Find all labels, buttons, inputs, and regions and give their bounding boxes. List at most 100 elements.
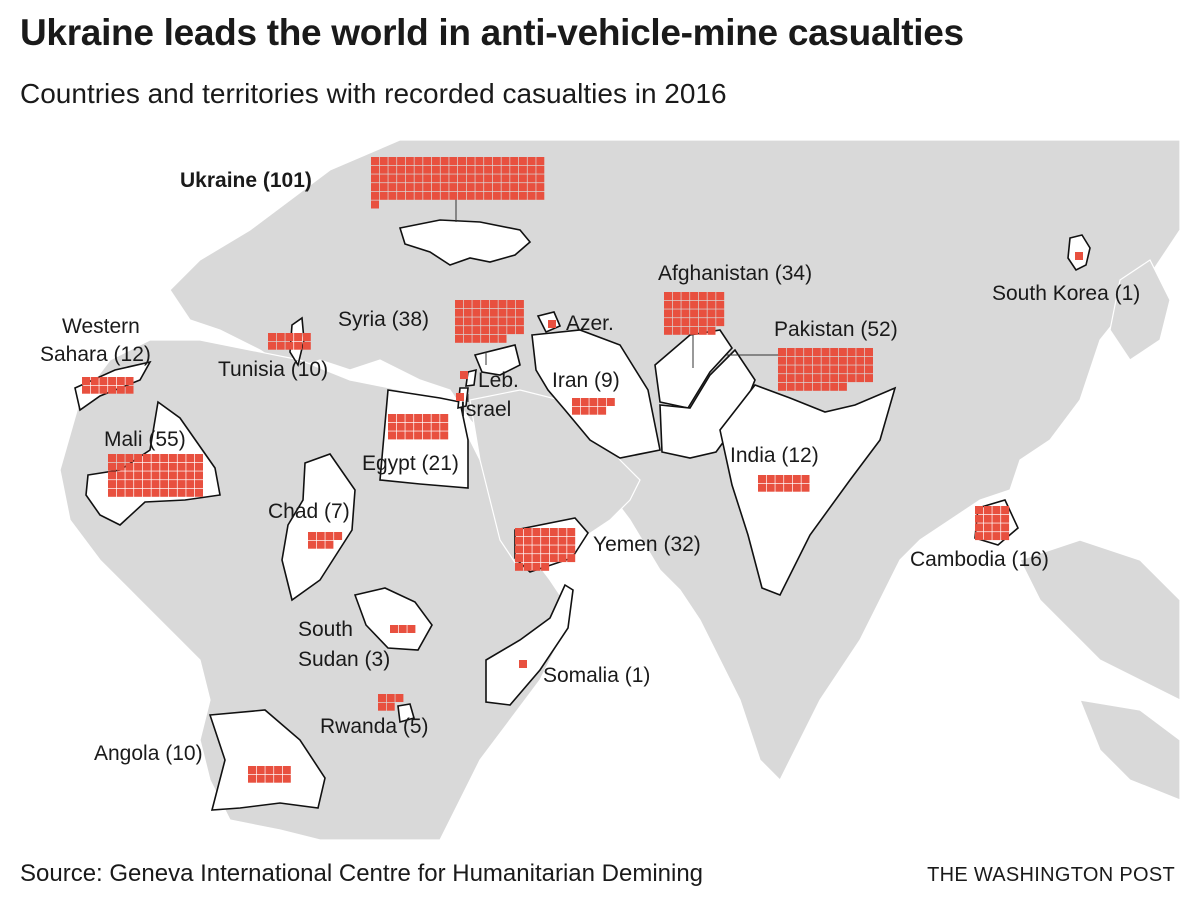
- casualty-square-ukraine: [414, 157, 423, 165]
- casualty-square-syria: [463, 300, 472, 308]
- casualty-square-ukraine: [501, 174, 510, 183]
- label-ukraine: Ukraine (101): [180, 169, 312, 192]
- casualty-square-israel: [456, 393, 464, 401]
- casualty-square-afghanistan: [681, 292, 690, 300]
- casualty-square-yemen: [567, 528, 576, 536]
- casualty-square-syria: [507, 308, 516, 317]
- casualty-square-cambodia: [975, 506, 983, 514]
- casualty-square-pakistan: [786, 348, 795, 356]
- casualty-square-ukraine: [423, 183, 432, 192]
- casualty-square-ukraine: [414, 183, 423, 192]
- casualty-square-azer: [548, 320, 556, 328]
- casualty-square-pakistan: [856, 374, 865, 383]
- casualty-square-cambodia: [1001, 506, 1010, 514]
- casualty-square-yemen: [558, 545, 567, 554]
- label-western-sahara-line1: Western: [62, 315, 140, 338]
- casualty-square-ukraine: [431, 191, 440, 200]
- casualty-square-yemen: [523, 554, 532, 563]
- casualty-square-tunisia: [268, 341, 276, 350]
- casualty-square-angola: [274, 766, 283, 774]
- label-lebanon: Leb.: [478, 369, 519, 392]
- casualty-square-mali: [116, 454, 125, 462]
- casualty-square-chad: [308, 532, 316, 540]
- casualty-square-mali: [151, 471, 160, 480]
- casualty-square-mali: [134, 488, 143, 497]
- casualty-square-ukraine: [440, 191, 449, 200]
- casualty-square-syria: [507, 300, 516, 308]
- publisher-credit: THE WASHINGTON POST: [927, 864, 1175, 886]
- casualty-square-mali: [142, 471, 151, 480]
- casualty-square-ukraine: [536, 174, 545, 183]
- casualty-square-yemen: [541, 545, 550, 554]
- casualty-square-egypt: [431, 431, 440, 440]
- casualty-square-ukraine: [397, 191, 406, 200]
- casualty-square-western-sahara: [99, 385, 108, 394]
- casualty-square-angola: [248, 766, 256, 774]
- casualty-square-ukraine: [449, 183, 458, 192]
- casualty-square-mali: [195, 471, 203, 480]
- casualty-square-pakistan: [821, 356, 830, 365]
- casualty-square-ukraine: [371, 165, 379, 174]
- casualty-square-ukraine: [431, 174, 440, 183]
- casualty-square-india: [775, 483, 784, 492]
- casualty-square-pakistan: [795, 382, 804, 391]
- casualty-square-yemen: [549, 554, 558, 563]
- casualty-square-egypt: [414, 431, 423, 440]
- casualty-square-ukraine: [501, 165, 510, 174]
- casualty-square-yemen: [549, 536, 558, 545]
- casualty-square-mali: [168, 454, 177, 462]
- casualty-square-ukraine: [379, 191, 388, 200]
- casualty-square-yemen: [515, 536, 523, 545]
- casualty-square-pakistan: [786, 365, 795, 374]
- casualty-square-egypt: [388, 431, 396, 440]
- casualty-square-pakistan: [804, 356, 813, 365]
- casualty-square-afghanistan: [698, 300, 707, 309]
- casualty-square-india: [766, 483, 775, 492]
- casualty-square-pakistan: [812, 348, 821, 356]
- casualty-square-ukraine: [431, 157, 440, 165]
- casualty-square-pakistan: [830, 365, 839, 374]
- casualty-square-mali: [186, 488, 195, 497]
- label-iran: Iran (9): [552, 369, 620, 392]
- casualty-square-cambodia: [975, 514, 983, 523]
- casualty-square-afghanistan: [672, 300, 681, 309]
- casualty-square-egypt: [431, 422, 440, 431]
- casualty-square-ukraine: [431, 165, 440, 174]
- casualty-square-pakistan: [838, 356, 847, 365]
- casualty-square-western-sahara: [82, 377, 90, 385]
- casualty-square-ukraine: [405, 157, 414, 165]
- casualty-square-egypt: [388, 414, 396, 422]
- casualty-square-syria: [498, 326, 507, 335]
- casualty-square-syria: [507, 317, 516, 326]
- casualty-square-cambodia: [1001, 532, 1010, 541]
- casualty-square-mali: [195, 462, 203, 471]
- casualty-square-pakistan: [838, 374, 847, 383]
- casualty-square-syria: [489, 300, 498, 308]
- casualty-square-afghanistan: [672, 309, 681, 318]
- casualty-square-mali: [142, 462, 151, 471]
- label-western-sahara-line2: Sahara (12): [40, 343, 151, 366]
- casualty-square-india: [758, 475, 766, 483]
- iran-shape: [531, 329, 661, 459]
- casualty-square-pakistan: [812, 374, 821, 383]
- casualty-square-egypt: [388, 422, 396, 431]
- casualty-square-yemen: [541, 554, 550, 563]
- casualty-square-ukraine: [466, 165, 475, 174]
- casualty-square-ukraine: [475, 157, 484, 165]
- casualty-square-syria: [481, 317, 490, 326]
- casualty-square-india: [792, 483, 801, 492]
- casualty-square-ukraine: [518, 183, 527, 192]
- casualty-square-western-sahara: [108, 377, 117, 385]
- casualty-square-angola: [282, 774, 291, 783]
- casualty-square-ukraine: [405, 191, 414, 200]
- label-south-korea: South Korea (1): [992, 282, 1140, 305]
- casualty-square-afghanistan: [698, 309, 707, 318]
- casualty-square-ukraine: [492, 191, 501, 200]
- casualty-square-mali: [160, 471, 169, 480]
- casualty-square-syria: [455, 334, 463, 343]
- casualty-square-yemen: [558, 536, 567, 545]
- casualty-square-afghanistan: [664, 318, 672, 327]
- casualty-square-ukraine: [449, 191, 458, 200]
- casualty-square-pakistan: [786, 382, 795, 391]
- map-subtitle: Countries and territories with recorded …: [20, 78, 727, 109]
